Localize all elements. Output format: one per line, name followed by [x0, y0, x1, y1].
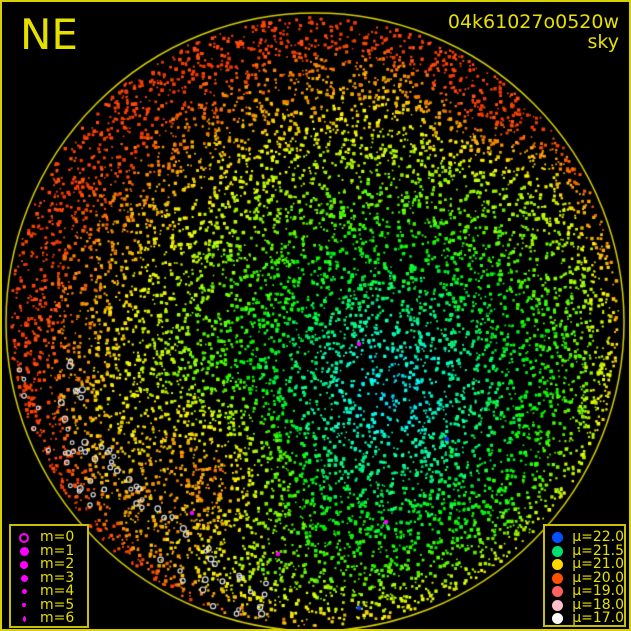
- magnitude-legend-item: m=5: [17, 596, 87, 613]
- magnitude-label: m=6: [40, 610, 75, 627]
- magnitude-label: m=3: [40, 569, 75, 586]
- magnitude-symbol-icon: [17, 532, 31, 543]
- magnitude-legend-item: m=2: [17, 556, 87, 573]
- brightness-label: μ=22.0: [572, 529, 624, 546]
- magnitude-symbol-icon: [17, 574, 31, 582]
- brightness-legend-item: μ=21.5: [551, 542, 624, 559]
- brightness-color-icon: [551, 532, 563, 544]
- brightness-label: μ=19.0: [572, 583, 624, 600]
- brightness-legend: μ=22.0 μ=21.5 μ=21.0 μ=20.0 μ=19.0 μ=18.0 μ=17…: [543, 524, 626, 627]
- brightness-label: μ=17.0: [572, 610, 624, 627]
- magnitude-legend-item: m=6: [17, 610, 87, 627]
- brightness-legend-item: μ=18.0: [551, 596, 624, 613]
- brightness-color-icon: [551, 613, 563, 625]
- magnitude-legend-item: m=0: [17, 529, 87, 546]
- brightness-color-icon: [551, 545, 563, 557]
- magnitude-symbol-icon: [17, 615, 31, 622]
- magnitude-legend-item: m=3: [17, 569, 87, 586]
- brightness-label: μ=20.0: [572, 569, 624, 586]
- brightness-legend-item: μ=21.0: [551, 556, 624, 573]
- brightness-legend-item: μ=22.0: [551, 529, 624, 546]
- magnitude-label: m=1: [40, 542, 75, 559]
- magnitude-legend: m=0 m=1 m=2 m=3 m=4 m=5 m=6: [9, 524, 89, 628]
- magnitude-label: m=5: [40, 596, 75, 613]
- magnitude-label: m=4: [40, 583, 75, 600]
- brightness-label: μ=18.0: [572, 596, 624, 613]
- filename-label: 04k61027o0520w: [447, 11, 619, 33]
- brightness-legend-item: μ=20.0: [551, 569, 624, 586]
- magnitude-symbol-icon: [17, 560, 31, 569]
- brightness-color-icon: [551, 572, 563, 584]
- brightness-label: μ=21.5: [572, 542, 624, 559]
- brightness-label: μ=21.0: [572, 556, 624, 573]
- brightness-color-icon: [551, 586, 563, 598]
- magnitude-symbol-icon: [17, 546, 31, 556]
- magnitude-legend-item: m=4: [17, 583, 87, 600]
- brightness-color-icon: [551, 599, 563, 611]
- brightness-color-icon: [551, 559, 563, 571]
- magnitude-label: m=0: [40, 529, 75, 546]
- magnitude-legend-item: m=1: [17, 542, 87, 559]
- image-type-label: sky: [587, 31, 619, 53]
- brightness-legend-item: μ=19.0: [551, 583, 624, 600]
- brightness-legend-item: μ=17.0: [551, 610, 624, 627]
- magnitude-symbol-icon: [17, 589, 31, 595]
- magnitude-symbol-icon: [17, 603, 31, 608]
- magnitude-label: m=2: [40, 556, 75, 573]
- direction-label: NE: [20, 10, 78, 59]
